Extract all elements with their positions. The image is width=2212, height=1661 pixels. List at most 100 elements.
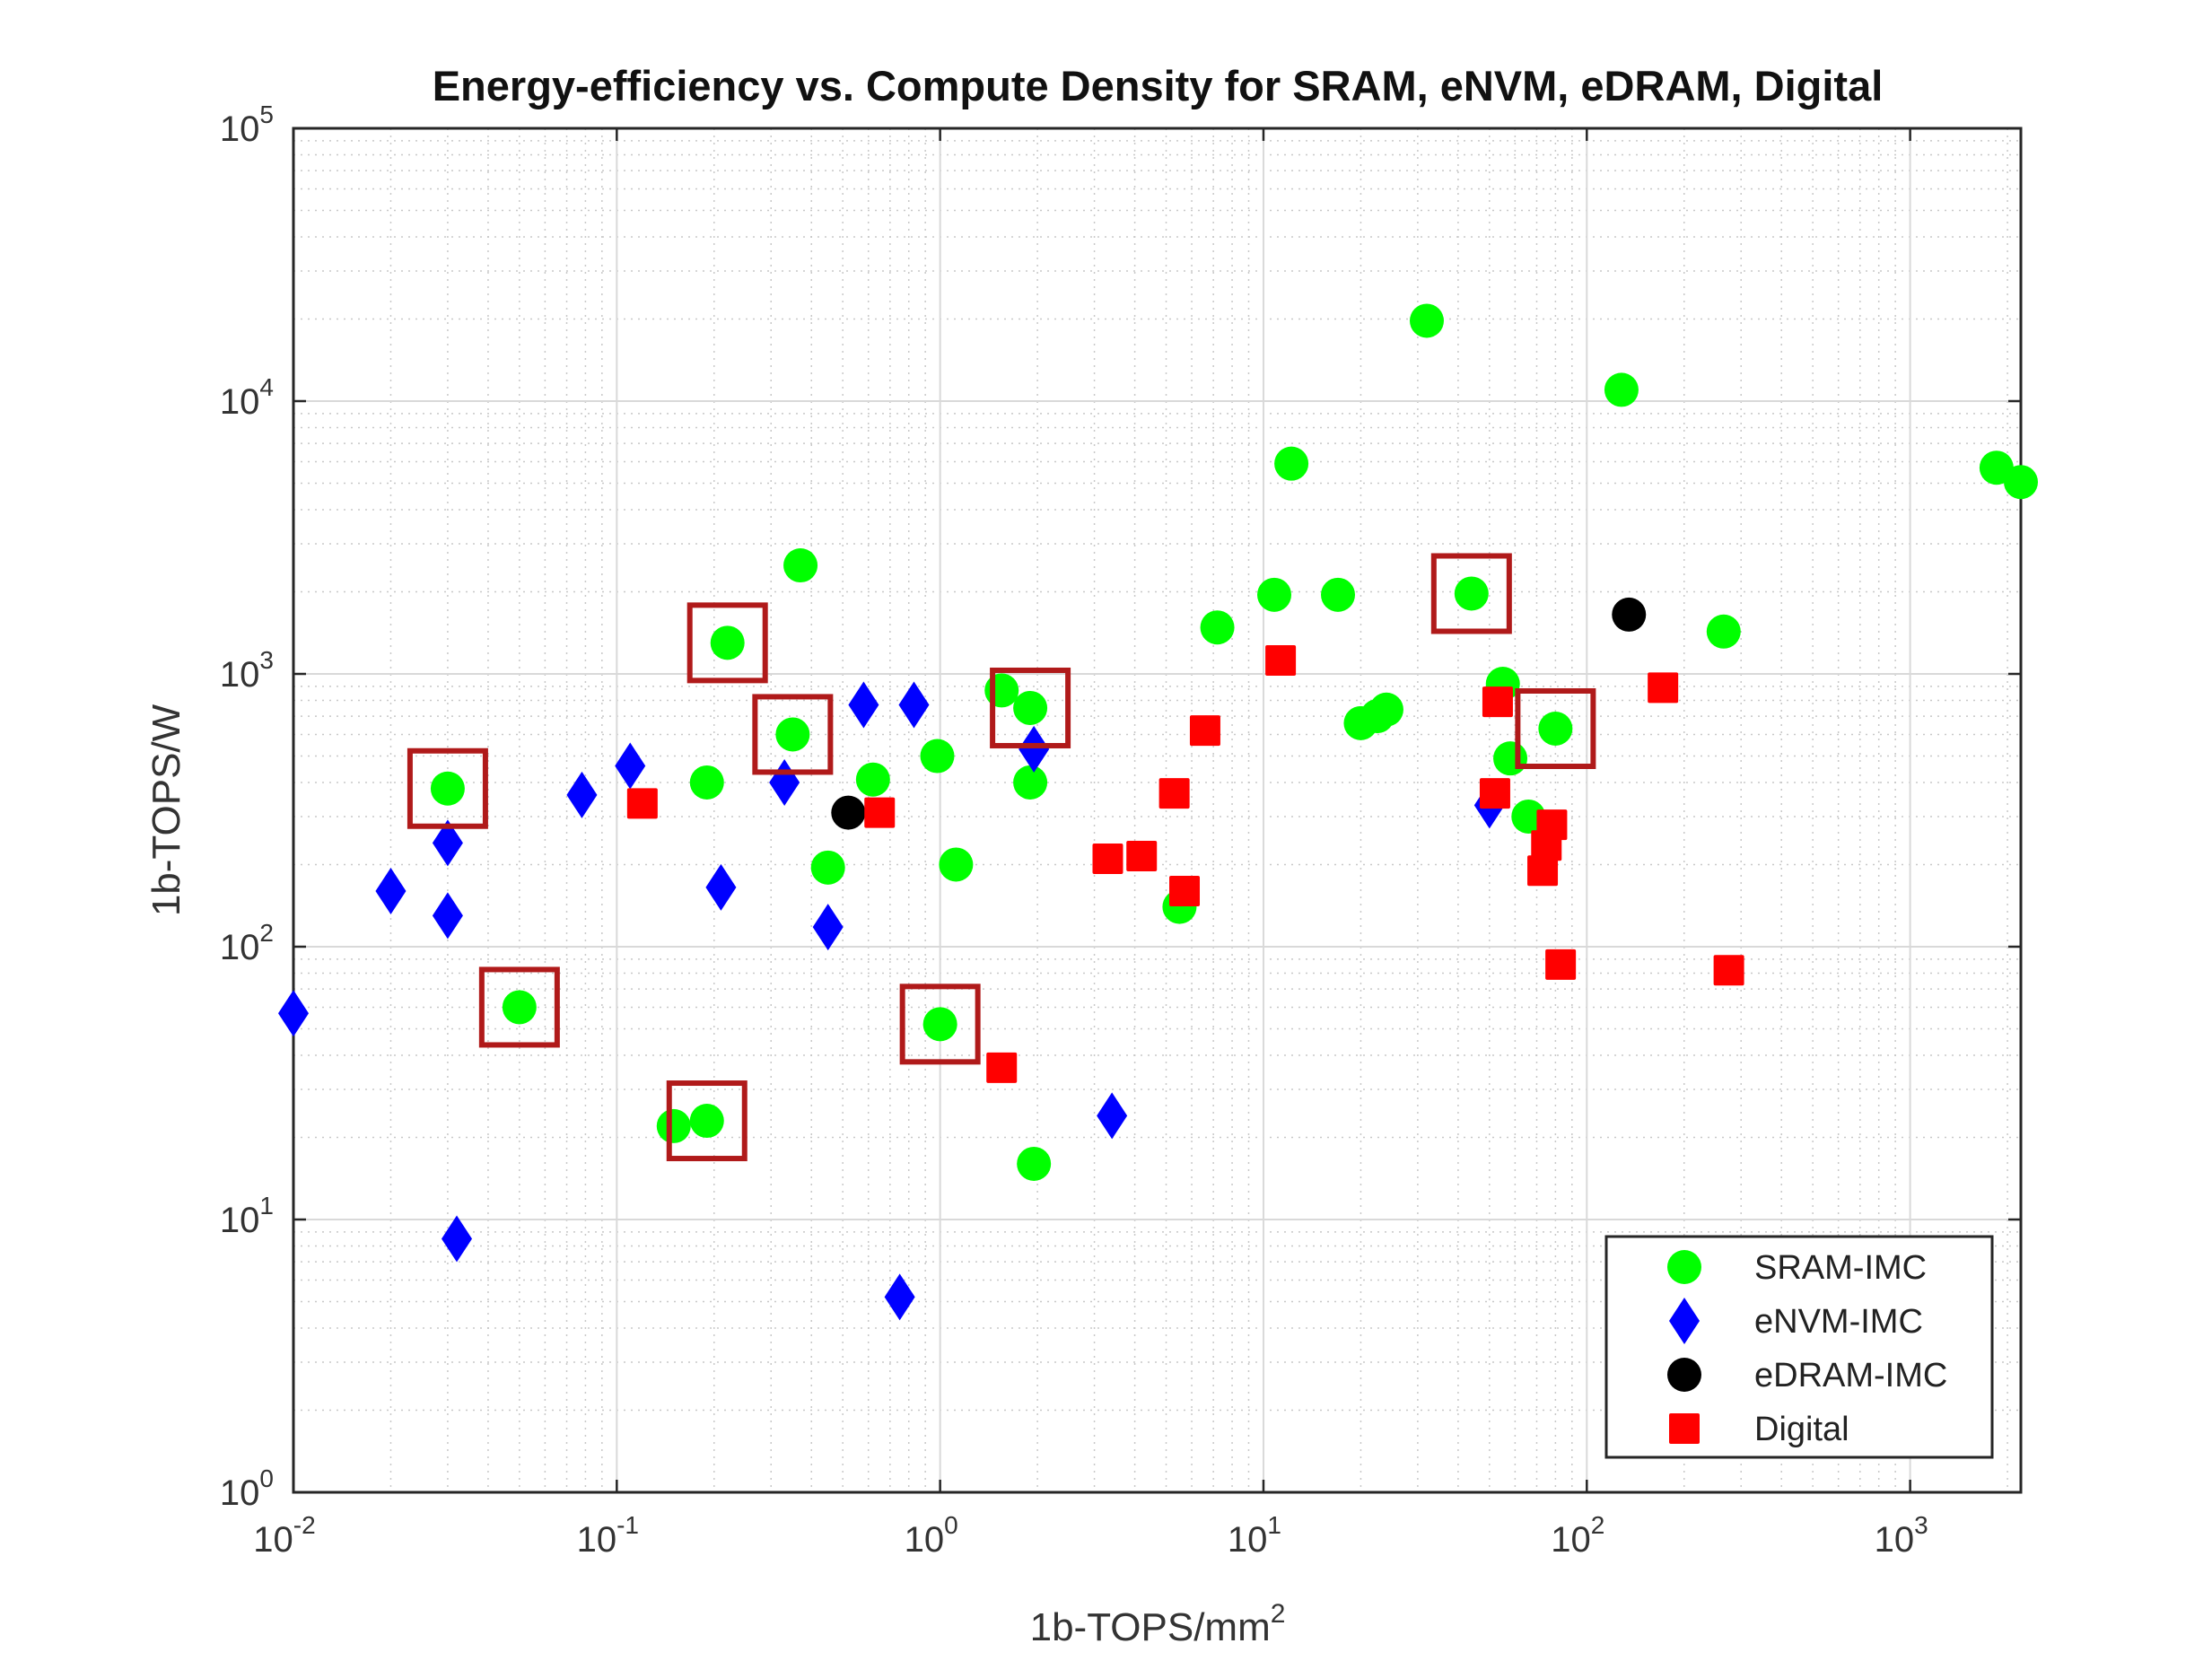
envm-imc-point — [442, 1215, 473, 1263]
y-axis-label: 1b-TOPS/W — [144, 704, 188, 916]
highlight-boxes — [407, 553, 1596, 1162]
x-tick-exponent: -1 — [616, 1511, 639, 1539]
y-tick-exponent: 2 — [259, 919, 274, 947]
sram-imc-point — [1257, 577, 1292, 612]
sram-imc-point — [1368, 692, 1403, 727]
sram-imc-point — [1454, 576, 1489, 611]
legend-label-sram-imc: SRAM-IMC — [1754, 1249, 1927, 1287]
sram-imc-point — [710, 625, 745, 660]
y-tick-base: 10 — [220, 1473, 260, 1513]
legend: SRAM-IMC eNVM-IMC eDRAM-IMC Digital — [1604, 1235, 1994, 1459]
digital-point — [626, 788, 658, 819]
sram-imc-point — [502, 990, 537, 1025]
highlight-box — [407, 747, 488, 829]
x-tick-label: 103 — [1875, 1511, 1928, 1560]
sram-imc-point — [1017, 1146, 1052, 1181]
x-tick-base: 10 — [1228, 1520, 1268, 1560]
envm-imc-point — [1097, 1092, 1128, 1140]
envm-imc-point — [848, 681, 879, 729]
sram-imc-point — [922, 1007, 957, 1042]
sram-imc-point — [855, 762, 890, 797]
y-tick-base: 10 — [220, 655, 260, 695]
envm-imc-point — [375, 867, 407, 914]
digital-point — [1126, 840, 1158, 871]
digital-point — [864, 797, 896, 828]
x-tick-label: 10-2 — [253, 1511, 315, 1560]
y-tick-label: 105 — [220, 101, 274, 149]
y-tick-exponent: 5 — [259, 101, 274, 128]
y-tick-base: 10 — [220, 928, 260, 967]
envm-imc-point — [615, 742, 646, 790]
digital-point — [1527, 855, 1559, 887]
sram-imc-point — [1706, 614, 1741, 649]
sram-imc-point — [783, 548, 818, 583]
legend-label-envm-imc: eNVM-IMC — [1754, 1303, 1923, 1341]
digital-point — [1189, 715, 1220, 747]
y-tick-base: 10 — [220, 109, 260, 149]
x-tick-exponent: 1 — [1267, 1511, 1281, 1539]
sram-imc-point — [1013, 690, 1048, 725]
plot-area-frame — [292, 127, 2023, 1494]
edram-imc-point — [1612, 597, 1647, 632]
sram-imc-point — [1200, 610, 1235, 645]
sram-imc-point — [1013, 765, 1048, 800]
legend-marker-envm-imc — [1669, 1298, 1700, 1344]
x-tick-label: 100 — [905, 1511, 958, 1560]
envm-imc-point — [1019, 725, 1050, 773]
envm-imc-point — [278, 990, 309, 1037]
digital-point — [1265, 645, 1297, 677]
digital-point — [1648, 672, 1679, 704]
digital-point — [1545, 949, 1577, 980]
envm-imc-point — [432, 819, 463, 867]
x-tick-exponent: -2 — [293, 1511, 316, 1539]
digital-point — [986, 1052, 1018, 1083]
y-tick-label: 103 — [220, 646, 274, 695]
legend-marker-edram-imc — [1667, 1358, 1701, 1392]
highlight-box — [899, 983, 981, 1065]
sram-imc-point — [430, 771, 465, 806]
envm-imc-point — [432, 892, 463, 940]
x-tick-base: 10 — [1551, 1520, 1591, 1560]
y-tick-label: 102 — [220, 919, 274, 967]
sram-imc-point — [810, 850, 845, 885]
x-tick-base: 10 — [577, 1520, 617, 1560]
x-tick-base: 10 — [1875, 1520, 1915, 1560]
y-tick-base: 10 — [220, 1201, 260, 1240]
legend-marker-sram-imc — [1667, 1250, 1701, 1284]
legend-marker-digital — [1669, 1413, 1700, 1444]
sram-imc-point — [2004, 465, 2038, 500]
highlight-box — [478, 966, 560, 1048]
highlight-box — [686, 602, 768, 684]
highlight-box — [752, 694, 834, 775]
digital-point — [1158, 778, 1190, 809]
envm-imc-point — [884, 1273, 915, 1321]
x-tick-exponent: 3 — [1914, 1511, 1928, 1539]
x-axis-label-main: 1b-TOPS/mm — [1030, 1605, 1271, 1649]
y-tick-label: 104 — [220, 373, 274, 422]
envm-imc-point — [769, 758, 800, 806]
envm-imc-point — [812, 904, 844, 951]
x-tick-label: 102 — [1551, 1511, 1604, 1560]
sram-imc-point — [1321, 577, 1356, 612]
y-tick-base: 10 — [220, 382, 260, 422]
y-tick-exponent: 1 — [259, 1192, 274, 1220]
x-tick-exponent: 2 — [1591, 1511, 1605, 1539]
data-markers — [278, 303, 2038, 1321]
highlight-box — [666, 1080, 748, 1162]
sram-imc-point — [656, 1108, 691, 1143]
x-tick-base: 10 — [905, 1520, 945, 1560]
sram-imc-point — [1538, 712, 1573, 747]
envm-imc-point — [705, 863, 737, 911]
sram-imc-point — [1274, 446, 1309, 481]
legend-label-edram-imc: eDRAM-IMC — [1754, 1357, 1947, 1394]
x-tick-label: 10-1 — [577, 1511, 639, 1560]
legend-label-digital: Digital — [1754, 1411, 1849, 1448]
x-tick-label: 101 — [1228, 1511, 1281, 1560]
digital-point — [1169, 875, 1201, 906]
sram-imc-point — [1493, 741, 1528, 776]
sram-imc-point — [1604, 372, 1639, 407]
sram-imc-point — [939, 847, 974, 882]
envm-imc-point — [898, 681, 930, 729]
digital-point — [1092, 844, 1123, 875]
